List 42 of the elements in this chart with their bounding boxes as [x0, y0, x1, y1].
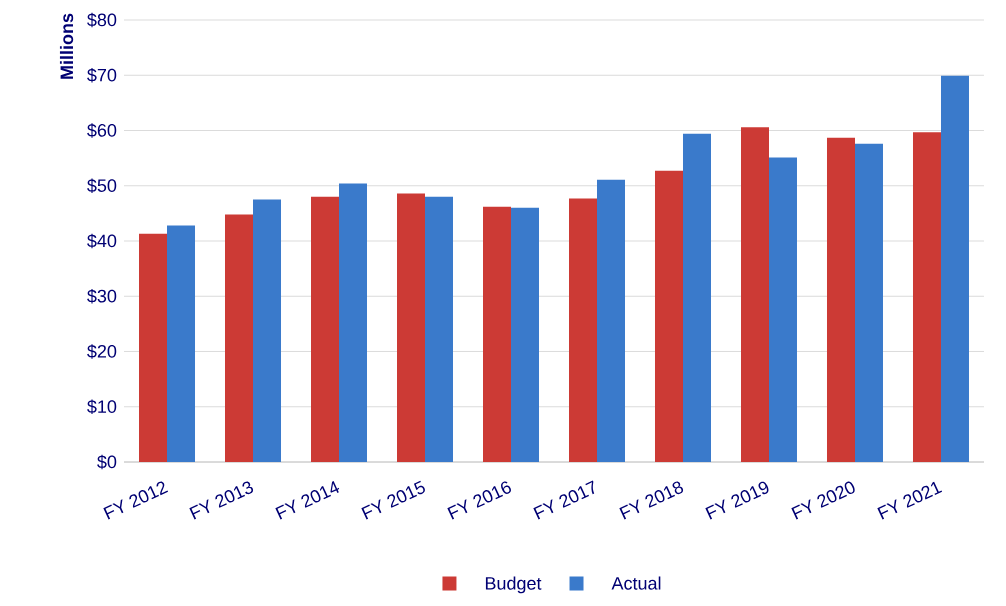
- bar: [311, 196, 339, 462]
- bar: [940, 75, 969, 462]
- y-tick-label: $50: [87, 178, 117, 194]
- bar: [597, 179, 625, 462]
- x-tick-label: FY 2014: [275, 481, 340, 520]
- bar: [912, 132, 941, 462]
- x-tick-label: FY 2018: [619, 481, 684, 520]
- bar: [397, 193, 425, 462]
- bar: [740, 127, 769, 462]
- legend-label: Budget: [485, 576, 542, 594]
- x-tick-label: FY 2020: [791, 481, 855, 520]
- bar: [253, 199, 282, 462]
- y-tick-label: $80: [87, 12, 117, 28]
- y-tick-label: $10: [87, 399, 117, 415]
- bar: [167, 225, 195, 462]
- y-tick-label: $70: [87, 67, 117, 83]
- x-tick-label: FY 2016: [447, 481, 511, 520]
- y-tick-label: $40: [87, 233, 117, 249]
- y-axis-title: Millions: [59, 13, 74, 79]
- bar: [569, 198, 597, 462]
- bar: [225, 214, 253, 462]
- bar: [483, 206, 511, 462]
- bar: [855, 143, 883, 462]
- x-tick-label: FY 2019: [705, 481, 769, 520]
- x-tick-label: FY 2012: [103, 481, 169, 520]
- x-tick-label: FY 2013: [189, 481, 254, 520]
- bar: [683, 133, 711, 462]
- y-tick-label: $20: [87, 344, 117, 359]
- y-tick-label: $30: [87, 288, 117, 304]
- x-tick-label: FY 2015: [361, 480, 425, 520]
- legend-label: Actual: [611, 576, 661, 590]
- bar: [769, 157, 797, 462]
- bar: [511, 207, 539, 462]
- y-tick-label: $0: [97, 454, 117, 470]
- y-tick-label: $60: [87, 123, 117, 138]
- bar: [339, 183, 367, 462]
- bar: [826, 137, 855, 462]
- bar: [425, 196, 453, 462]
- bar: [654, 170, 683, 462]
- x-tick-label: FY 2021: [877, 481, 943, 520]
- bar: [139, 233, 167, 462]
- x-tick-label: FY 2017: [533, 480, 595, 520]
